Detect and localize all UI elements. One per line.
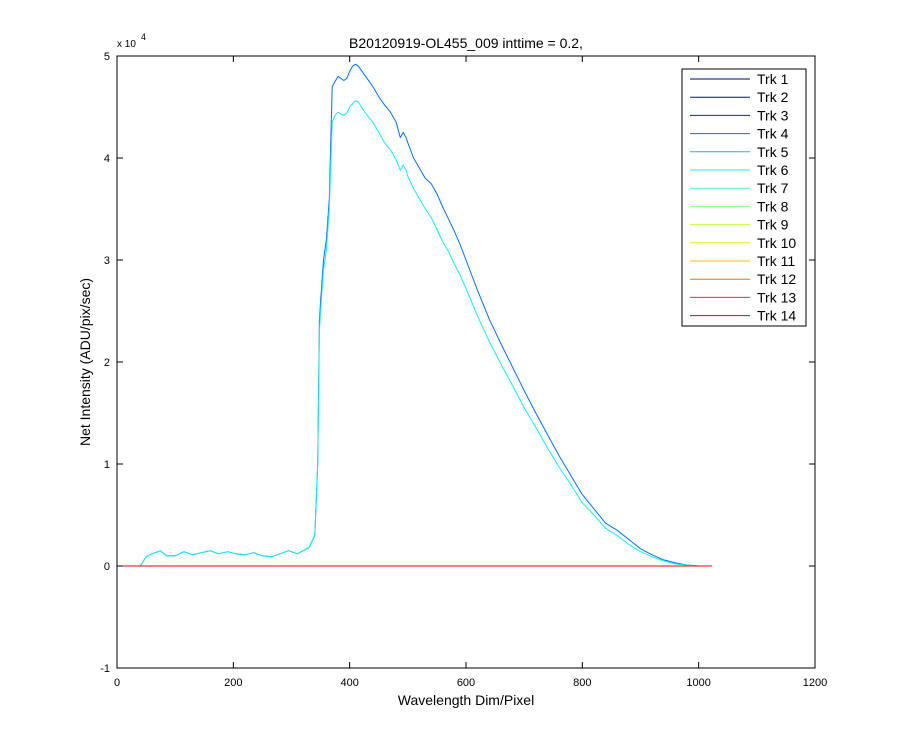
legend-label-trk-14: Trk 14 [757,308,796,324]
legend-label-trk-6: Trk 6 [757,162,789,178]
chart-title: B20120919-OL455_009 inttime = 0.2, [349,35,583,51]
legend-label-trk-12: Trk 12 [757,271,796,287]
legend-label-trk-4: Trk 4 [757,126,789,142]
x-tick-label: 600 [457,677,475,689]
legend-label-trk-3: Trk 3 [757,107,789,123]
x-axis-ticks: 0 200 400 600 800 1000 1200 [114,56,827,689]
y-axis-ticks: -1 0 1 2 3 4 5 [100,51,815,675]
legend-label-trk-1: Trk 1 [757,71,789,87]
y-scale-multiplier: x 10 [117,39,136,50]
legend-label-trk-9: Trk 9 [757,217,789,233]
x-tick-label: 1200 [803,677,827,689]
y-axis-label: Net Intensity (ADU/pix/sec) [77,278,93,446]
y-scale-exponent: 4 [141,32,146,42]
legend-label-trk-5: Trk 5 [757,144,789,160]
x-tick-label: 800 [573,677,591,689]
legend-label-trk-11: Trk 11 [757,253,795,269]
legend-label-trk-13: Trk 13 [757,289,796,305]
series-layer [117,63,712,567]
x-axis-label: Wavelength Dim/Pixel [398,692,534,708]
series-line-trk-6 [117,100,712,567]
legend-items: Trk 1 Trk 2 Trk 3 Trk 4 Trk 5 Trk 6 Trk 7 Trk 8… [690,71,796,324]
y-tick-label: 2 [104,357,110,369]
y-tick-label: 5 [104,51,110,63]
x-tick-label: 1000 [686,677,710,689]
legend-label-trk-10: Trk 10 [757,235,796,251]
legend-box [681,68,807,327]
y-tick-label: 4 [104,153,110,165]
y-tick-label: 1 [104,459,110,471]
legend-label-trk-7: Trk 7 [757,180,789,196]
y-tick-label: 3 [104,255,110,267]
x-tick-label: 0 [114,677,120,689]
legend-label-trk-8: Trk 8 [757,198,789,214]
x-tick-label: 400 [340,677,358,689]
x-tick-label: 200 [224,677,242,689]
y-tick-label: 0 [104,561,110,573]
y-tick-label: -1 [100,663,110,675]
legend: Trk 1 Trk 2 Trk 3 Trk 4 Trk 5 Trk 6 Trk 7 Trk 8… [681,68,807,327]
legend-label-trk-2: Trk 2 [757,89,789,105]
